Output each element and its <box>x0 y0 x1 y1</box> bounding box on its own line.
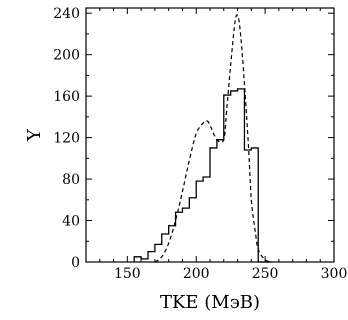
x-tick-label: 150 <box>114 266 141 282</box>
y-tick-label: 120 <box>53 131 80 147</box>
y-axis-title: Y <box>24 128 45 142</box>
x-axis-title: TKE (МэВ) <box>160 292 260 313</box>
x-tick-label: 200 <box>183 266 210 282</box>
dashed-model-curve <box>154 14 273 263</box>
series-layer <box>133 14 273 263</box>
y-axis-ticks: 0 40 80 120 160 200 240 <box>53 6 334 271</box>
y-tick-label: 200 <box>53 48 80 64</box>
y-tick-label: 240 <box>53 6 80 22</box>
x-tick-label: 300 <box>321 266 348 282</box>
plot-border <box>85 7 335 263</box>
y-tick-label: 40 <box>62 214 80 230</box>
x-axis-ticks: 150 200 250 300 <box>99 8 348 282</box>
y-tick-label: 80 <box>62 172 80 188</box>
y-tick-label: 0 <box>71 255 80 271</box>
y-tick-label: 160 <box>53 89 80 105</box>
plot-frame <box>85 7 335 263</box>
x-tick-label: 250 <box>252 266 279 282</box>
histogram-step-line <box>133 88 272 263</box>
